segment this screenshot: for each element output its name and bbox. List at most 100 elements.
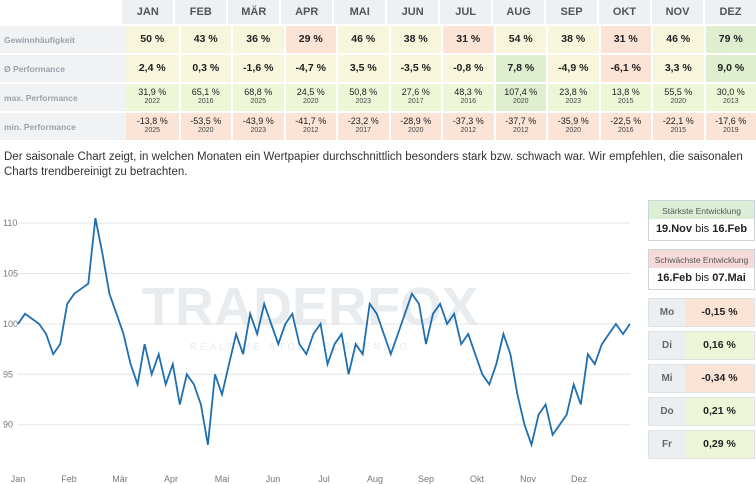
table-cell: 3,5 % [336, 55, 389, 82]
table-cell: 50,8 % 2023 [336, 84, 389, 111]
weekday-row: Mi -0,34 % [648, 364, 755, 393]
x-tick-label: Nov [520, 474, 537, 484]
weakest-title: Schwächste Entwicklung [649, 250, 754, 268]
table-cell: -37,7 % 2012 [493, 113, 546, 140]
weakest-from: 16.Feb [657, 272, 693, 284]
table-cell: 30,0 % 2013 [703, 84, 756, 111]
table-cell: -4,7 % [283, 55, 336, 82]
table-cell: 3,3 % [651, 55, 704, 82]
table-cell: 31 % [598, 26, 651, 53]
y-tick-label: 110 [3, 218, 17, 228]
table-cell: -28,9 % 2020 [388, 113, 441, 140]
strongest-title: Stärkste Entwicklung [649, 201, 754, 219]
month-header: JUL [438, 0, 492, 24]
strongest-to: 16.Feb [712, 223, 748, 235]
x-tick-label: Jan [11, 474, 26, 484]
table-cell: -43,9 % 2023 [231, 113, 284, 140]
x-tick-label: Okt [470, 474, 485, 484]
table-cell: -4,9 % [546, 55, 599, 82]
table-cell: -53,5 % 2020 [178, 113, 231, 140]
table-cell: -22,1 % 2015 [651, 113, 704, 140]
table-cell: 36 % [231, 26, 284, 53]
table-cell: -17,6 % 2019 [703, 113, 756, 140]
table-cell: 43 % [178, 26, 231, 53]
table-cell: -13,8 % 2025 [126, 113, 179, 140]
x-tick-label: Jun [266, 474, 281, 484]
weekday-row: Mo -0,15 % [648, 298, 755, 327]
x-tick-label: Apr [164, 474, 178, 484]
table-cell: 79 % [703, 26, 756, 53]
x-tick-label: Sep [418, 474, 434, 484]
table-cell: 54 % [493, 26, 546, 53]
month-header: MÄR [226, 0, 280, 24]
month-header: DEZ [702, 0, 756, 24]
month-header: AUG [491, 0, 545, 24]
table-cell: 55,5 % 2020 [651, 84, 704, 111]
table-cell: 9,0 % [703, 55, 756, 82]
series-line [17, 217, 631, 449]
month-header: APR [279, 0, 333, 24]
table-cell: 27,6 % 2017 [388, 84, 441, 111]
month-header: MAI [332, 0, 386, 24]
y-tick-label: 95 [3, 369, 13, 379]
x-tick-label: Jul [318, 474, 330, 484]
x-tick-label: Mär [112, 474, 128, 484]
table-cell: -6,1 % [598, 55, 651, 82]
table-cell: 38 % [388, 26, 441, 53]
table-cell: 65,1 % 2016 [178, 84, 231, 111]
table-cell: 29 % [283, 26, 336, 53]
table-cell: 31 % [441, 26, 494, 53]
table-cell: 24,5 % 2020 [283, 84, 336, 111]
weakest-period-box: Schwächste Entwicklung 16.Feb bis 07.Mai [648, 249, 755, 290]
chart-description: Der saisonale Chart zeigt, in welchen Mo… [4, 151, 743, 178]
table-cell: 50 % [126, 26, 179, 53]
row-label: Gewinnhäufigkeit [0, 26, 126, 53]
avg-performance-row: Ø Performance 2,4 % 0,3 % -1,6 % -4,7 % … [0, 53, 756, 82]
table-cell: -3,5 % [388, 55, 441, 82]
weekday-row: Fr 0,29 % [648, 430, 755, 459]
table-cell: 107,4 % 2020 [493, 84, 546, 111]
table-cell: -0,8 % [441, 55, 494, 82]
table-cell: 0,3 % [178, 55, 231, 82]
table-cell: 7,8 % [493, 55, 546, 82]
month-header: OKT [597, 0, 651, 24]
table-cell: 23,8 % 2023 [546, 84, 599, 111]
y-tick-label: 90 [3, 420, 13, 430]
table-cell: 38 % [546, 26, 599, 53]
seasonal-stats-table: JAN FEB MÄR APR MAI JUN JUL AUG SEP OKT … [0, 0, 756, 140]
month-header: NOV [650, 0, 703, 24]
x-tick-label: Dez [571, 474, 588, 484]
month-header: JUN [385, 0, 439, 24]
x-tick-label: Aug [367, 474, 383, 484]
y-tick-label: 100 [3, 319, 18, 329]
month-header: JAN [122, 0, 174, 24]
x-tick-label: Mai [215, 474, 230, 484]
table-cell: -35,9 % 2020 [546, 113, 599, 140]
table-cell: -1,6 % [231, 55, 284, 82]
watermark-logo: TRADERFOX [142, 277, 478, 337]
table-cell: 68,8 % 2025 [231, 84, 284, 111]
weekday-row: Do 0,21 % [648, 397, 755, 426]
win-rate-row: Gewinnhäufigkeit 50 % 43 % 36 % 29 % 46 … [0, 24, 756, 53]
table-cell: -41,7 % 2012 [283, 113, 336, 140]
weakest-to: 07.Mai [712, 272, 746, 284]
side-panel: Stärkste Entwicklung 19.Nov bis 16.Feb S… [648, 200, 755, 463]
strongest-from: 19.Nov [655, 223, 693, 235]
table-cell: 48,3 % 2016 [441, 84, 494, 111]
table-cell: 13,8 % 2015 [598, 84, 651, 111]
x-tick-label: Feb [61, 474, 77, 484]
month-header: FEB [173, 0, 227, 24]
weekday-row: Di 0,16 % [648, 331, 755, 360]
month-header-row: JAN FEB MÄR APR MAI JUN JUL AUG SEP OKT … [0, 0, 756, 24]
table-cell: -22,5 % 2016 [598, 113, 651, 140]
seasonal-line-chart: TRADERFOX REALTIME STOCK SCREENING 90 95 1… [3, 217, 631, 484]
max-performance-row: max. Performance 31,9 % 2022 65,1 % 2016 6… [0, 82, 756, 111]
table-cell: -23,2 % 2017 [336, 113, 389, 140]
table-cell: 46 % [336, 26, 389, 53]
row-label: Ø Performance [0, 55, 126, 82]
table-cell: 31,9 % 2022 [126, 84, 179, 111]
min-performance-row: min. Performance -13,8 % 2025 -53,5 % 2020… [0, 111, 756, 140]
y-tick-label: 105 [3, 269, 18, 279]
table-cell: -37,3 % 2012 [441, 113, 494, 140]
strongest-period-box: Stärkste Entwicklung 19.Nov bis 16.Feb [648, 200, 755, 241]
